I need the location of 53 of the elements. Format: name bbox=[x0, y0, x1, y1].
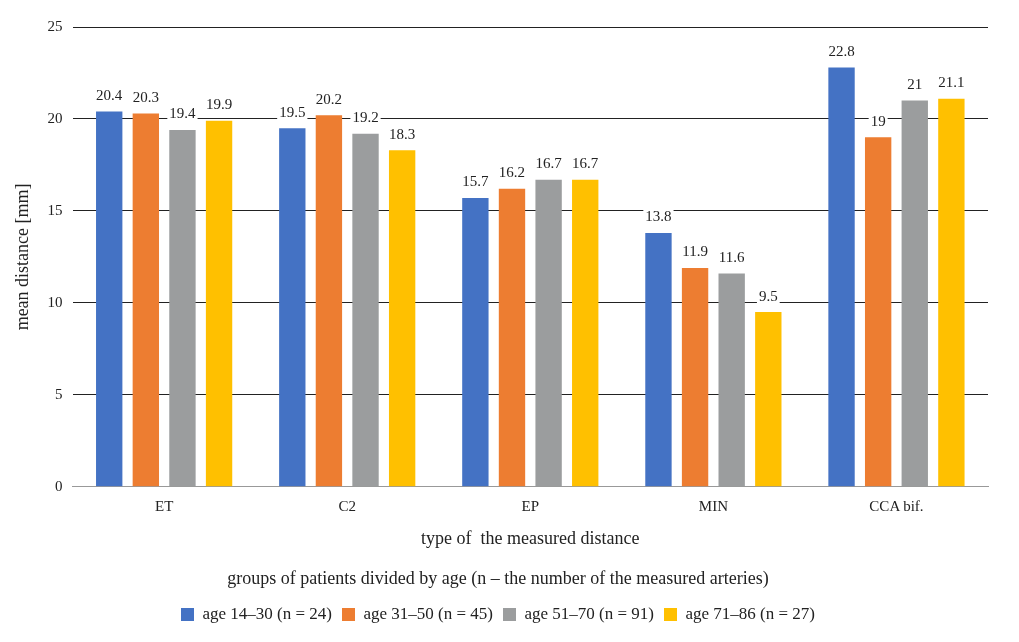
legend-label: age 31–50 (n = 45) bbox=[363, 603, 494, 623]
data-label: 22.8 bbox=[828, 42, 855, 59]
x-tick-label: CCA bif. bbox=[869, 497, 924, 514]
x-axis-title: type of the measured distance bbox=[421, 528, 640, 549]
legend-label: age 51–70 (n = 91) bbox=[524, 603, 655, 623]
legend-title: groups of patients divided by age (n – the number of the measured arteries) bbox=[227, 568, 769, 590]
data-label: 11.6 bbox=[718, 248, 746, 265]
bar bbox=[498, 188, 526, 487]
data-label: 16.7 bbox=[535, 155, 563, 172]
y-tick-label: 5 bbox=[55, 385, 63, 402]
data-label: 20.3 bbox=[132, 88, 159, 105]
data-label: 9.5 bbox=[758, 287, 778, 304]
data-label: 20.4 bbox=[96, 87, 123, 104]
data-label: 13.8 bbox=[645, 208, 672, 225]
bar bbox=[645, 232, 672, 487]
data-label: 19.9 bbox=[205, 96, 233, 113]
data-label: 20.2 bbox=[315, 90, 343, 107]
y-tick-label: 0 bbox=[55, 477, 63, 494]
bar bbox=[864, 137, 892, 487]
x-tick-label: ET bbox=[154, 497, 174, 514]
y-tick-label: 10 bbox=[47, 293, 63, 310]
data-label: 19.2 bbox=[352, 109, 379, 126]
data-label: 16.2 bbox=[498, 164, 526, 181]
bar bbox=[755, 312, 782, 487]
y-tick-label: 25 bbox=[47, 17, 63, 34]
bar bbox=[388, 150, 416, 487]
x-tick-label: MIN bbox=[698, 497, 729, 514]
data-label: 19.4 bbox=[169, 105, 197, 122]
data-label: 19 bbox=[870, 112, 886, 129]
data-label: 21 bbox=[907, 76, 923, 93]
bar bbox=[681, 267, 709, 487]
x-tick-label: C2 bbox=[338, 497, 356, 514]
y-tick-label: 20 bbox=[47, 109, 63, 126]
bar bbox=[279, 128, 306, 487]
y-tick-label: 15 bbox=[47, 201, 63, 218]
bar bbox=[315, 115, 343, 487]
bar bbox=[462, 198, 489, 487]
bar bbox=[96, 111, 123, 487]
x-tick-label: EP bbox=[521, 497, 540, 514]
legend-label: age 71–86 (n = 27) bbox=[685, 603, 816, 623]
data-label: 11.9 bbox=[682, 243, 708, 260]
bar bbox=[205, 120, 233, 487]
data-label: 18.3 bbox=[389, 125, 416, 142]
legend-label: age 14–30 (n = 24) bbox=[202, 603, 333, 623]
y-axis-title: mean distance [mm] bbox=[11, 183, 32, 331]
data-label: 19.5 bbox=[279, 103, 306, 120]
data-label: 16.7 bbox=[572, 155, 599, 172]
data-label: 21.1 bbox=[938, 74, 965, 91]
bar bbox=[828, 67, 855, 487]
bar bbox=[132, 113, 160, 487]
bar bbox=[938, 98, 965, 487]
data-label: 15.7 bbox=[462, 173, 489, 190]
bar bbox=[572, 179, 599, 487]
